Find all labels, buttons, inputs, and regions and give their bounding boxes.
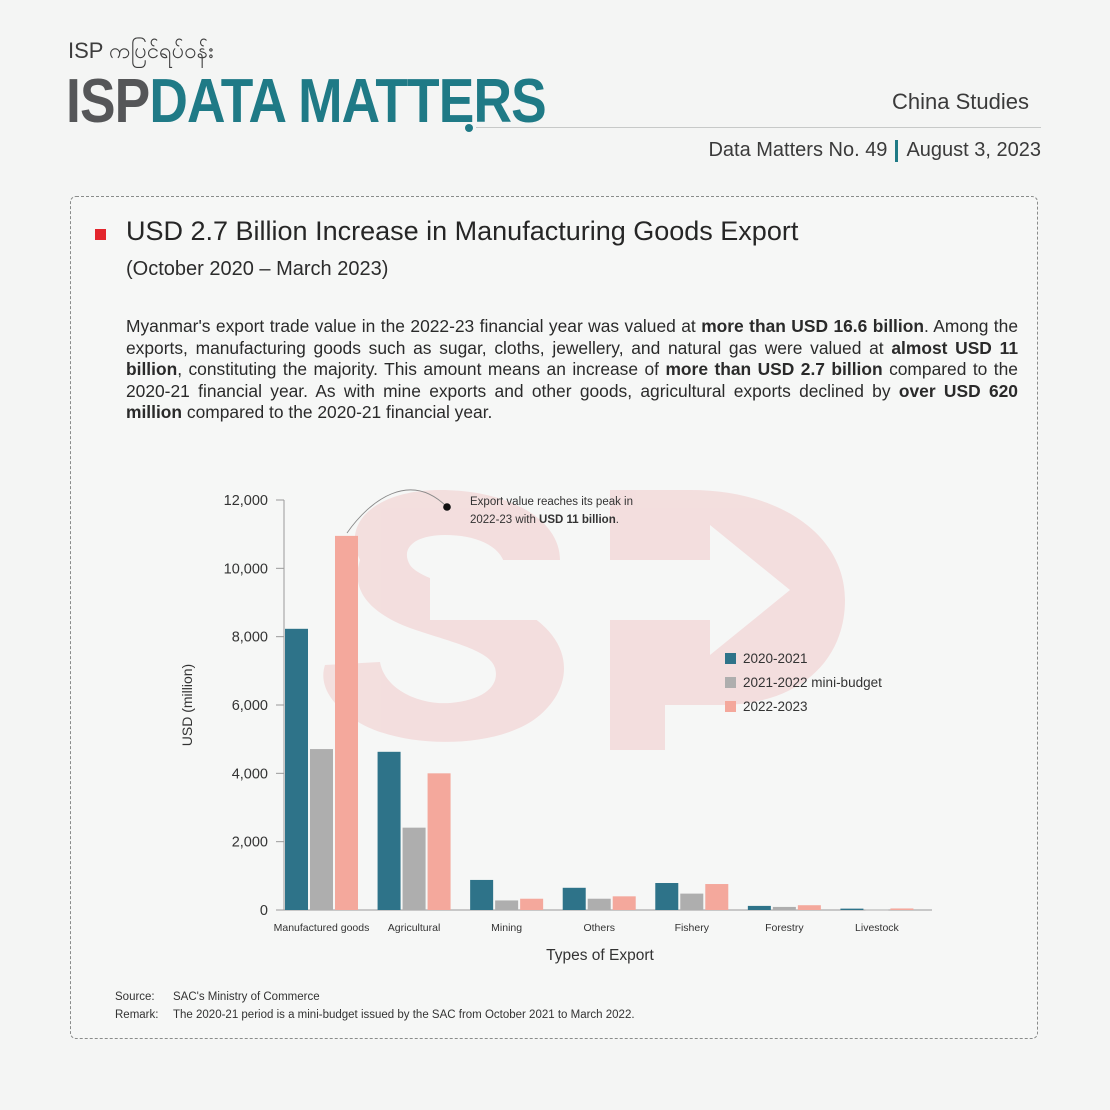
x-tick-label: Others: [583, 922, 615, 934]
body-text-5: compared to the 2020-21 financial year.: [182, 402, 493, 422]
legend-label: 2022-2023: [743, 699, 808, 714]
y-tick-label: 12,000: [224, 493, 268, 509]
body-text-4: compared to the 2020-21 financial year. …: [126, 359, 1018, 401]
remark-label: Remark:: [115, 1009, 159, 1021]
y-tick-label: 6,000: [232, 698, 268, 714]
body-bold-3: more than USD 2.7 billion: [665, 359, 883, 379]
legend-label: 2020-2021: [743, 651, 808, 666]
brand-logo: ISPDATA MATTERS: [66, 66, 547, 137]
bar-2020-2021-others: [562, 887, 586, 910]
annotation-dot: [443, 503, 451, 511]
chart-annotation: Export value reaches its peak in 2022-23 …: [346, 489, 633, 534]
bar-2021-2022-mini-budget-manufactured-goods: [310, 749, 333, 910]
bar-2020-2021-manufactured-goods: [285, 628, 308, 910]
y-tick-label: 0: [260, 903, 268, 919]
bar-2021-2022-mini-budget-forestry: [772, 906, 796, 910]
x-axis-title: Types of Export: [546, 947, 654, 964]
annotation-line-2: 2022-23 with USD 11 billion.: [470, 514, 619, 526]
x-tick-label: Manufactured goods: [274, 922, 370, 934]
source-label: Source:: [115, 991, 155, 1003]
bar-2022-2023-livestock: [890, 908, 914, 910]
bar-2022-2023-forestry: [797, 905, 821, 910]
chart-legend: 2020-2021 2021-2022 mini-budget 2022-2023: [725, 651, 882, 714]
brand-isp: ISP: [66, 67, 150, 136]
bar-2020-2021-fishery: [655, 883, 679, 910]
bar-2022-2023-agricultural: [427, 773, 451, 910]
annotation-line-1: Export value reaches its peak in: [470, 496, 633, 508]
body-bold-2: almost USD 11 billion: [126, 337, 1018, 380]
bar-2020-2021-agricultural: [377, 751, 401, 910]
y-tick-label: 8,000: [232, 630, 268, 646]
bar-2021-2022-mini-budget-others: [587, 898, 611, 910]
body-bold-4: over USD 620 million: [126, 380, 1018, 423]
legend-swatch: [725, 677, 736, 688]
chart-bars: Manufactured goods Agricultural Mining Othe…: [274, 535, 914, 934]
legend-label: 2021-2022 mini-budget: [743, 675, 882, 690]
body-bold-1: more than USD 16.6 billion: [701, 316, 924, 336]
header-divider: [476, 127, 1041, 128]
bar-2020-2021-livestock: [840, 908, 864, 910]
header-small-title: ISP ကပြင်ရပ်ဝန်း: [68, 38, 214, 63]
bar-2020-2021-forestry: [747, 905, 771, 910]
brand-data-matters: DATA MATTERS: [149, 67, 546, 136]
issue-meta: Data Matters No. 49 August 3, 2023: [708, 139, 1041, 162]
body-text-2: . Among the exports, manufacturing goods…: [126, 316, 1018, 358]
legend-swatch: [725, 653, 736, 664]
annotation-connector: [346, 489, 448, 534]
y-tick-label: 10,000: [224, 561, 268, 577]
section-label: China Studies: [892, 89, 1029, 114]
bar-2022-2023-mining: [520, 898, 544, 910]
y-axis-title: USD (million): [179, 664, 195, 746]
bar-2020-2021-mining: [470, 879, 494, 910]
body-text-3: , constituting the majority. This amount…: [177, 359, 666, 379]
bar-2021-2022-mini-budget-fishery: [680, 893, 704, 910]
brand-dot: [465, 124, 473, 132]
issue-date: August 3, 2023: [906, 139, 1041, 161]
remark-value: The 2020-21 period is a mini-budget issu…: [173, 1009, 635, 1021]
source-value: SAC's Ministry of Commerce: [173, 991, 320, 1003]
bar-2022-2023-manufactured-goods: [335, 535, 358, 910]
x-tick-label: Fishery: [675, 922, 710, 934]
y-tick-label: 2,000: [232, 835, 268, 851]
bar-2021-2022-mini-budget-agricultural: [402, 827, 426, 910]
article-body: Myanmar's export trade value in the 2022…: [126, 316, 1018, 424]
article-subtitle: (October 2020 – March 2023): [126, 258, 389, 280]
y-tick-label: 4,000: [232, 766, 268, 782]
bar-2022-2023-others: [612, 896, 636, 910]
x-tick-label: Forestry: [765, 922, 804, 934]
bar-2022-2023-fishery: [705, 884, 729, 910]
x-tick-label: Agricultural: [388, 922, 441, 934]
legend-swatch: [725, 701, 736, 712]
x-tick-label: Livestock: [855, 922, 900, 934]
issue-number: Data Matters No. 49: [708, 139, 888, 161]
title-bullet: [95, 229, 106, 240]
remark-line: Remark: The 2020-21 period is a mini-budg…: [115, 1009, 635, 1021]
source-line: Source: SAC's Ministry of Commerce: [115, 991, 320, 1003]
body-text-1: Myanmar's export trade value in the 2022…: [126, 316, 702, 336]
x-tick-label: Mining: [491, 922, 522, 934]
bar-2021-2022-mini-budget-livestock: [865, 909, 889, 911]
article-title: USD 2.7 Billion Increase in Manufacturin…: [126, 216, 799, 246]
meta-separator: [895, 139, 899, 162]
bar-2021-2022-mini-budget-mining: [495, 900, 519, 910]
isp-watermark: [323, 490, 845, 750]
